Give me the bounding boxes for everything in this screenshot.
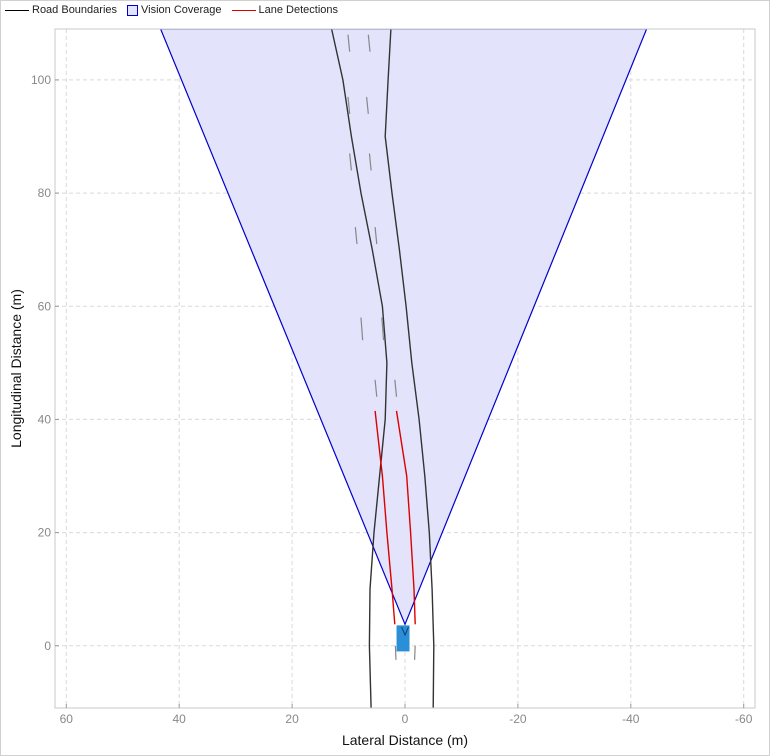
y-tick-label: 20 (38, 526, 52, 540)
lane-marking (413, 645, 416, 660)
x-axis-label: Lateral Distance (m) (342, 732, 468, 748)
lane-detection-line (395, 410, 416, 625)
vision-coverage-polygon (159, 29, 648, 626)
road-boundary-line (330, 29, 388, 708)
lane-marking (394, 645, 397, 660)
legend-item-lane-detections[interactable]: Lane Detections (231, 4, 339, 16)
legend-swatch-line (5, 9, 29, 11)
lane-marking (360, 317, 364, 341)
x-tick-label: -20 (509, 712, 527, 726)
x-tick-label: 20 (285, 712, 299, 726)
vision-coverage (159, 29, 648, 626)
x-axis-ticks: 60 40 20 0 -20 -40 -60 (60, 704, 753, 726)
x-tick-label: 40 (173, 712, 187, 726)
lane-markings (347, 34, 416, 660)
legend-label: Lane Detections (258, 4, 339, 16)
lane-marking (347, 96, 351, 114)
x-tick-label: -40 (622, 712, 640, 726)
legend-item-road-boundaries[interactable]: Road Boundaries (5, 4, 117, 16)
road-boundaries (330, 29, 435, 708)
lane-marking (367, 34, 371, 52)
lane-detections (374, 410, 416, 625)
legend: Road Boundaries Vision Coverage Lane Det… (5, 2, 348, 18)
legend-item-vision-coverage[interactable]: Vision Coverage (127, 4, 222, 16)
lane-marking (374, 226, 378, 245)
ego-vehicle (396, 625, 410, 652)
x-tick-label: 60 (60, 712, 74, 726)
lane-marking (354, 226, 358, 245)
lane-marking (394, 379, 398, 397)
legend-swatch-line (231, 9, 256, 11)
x-tick-label: -60 (735, 712, 753, 726)
y-tick-label: 80 (38, 186, 52, 200)
y-tick-label: 0 (44, 639, 51, 653)
lane-marking (366, 96, 369, 114)
road-boundary-line (384, 29, 435, 708)
legend-label: Road Boundaries (32, 4, 118, 16)
y-axis-ticks: 0 20 40 60 80 100 (31, 73, 59, 653)
y-tick-label: 60 (38, 299, 52, 313)
ego-vehicle-heading (401, 626, 409, 637)
y-tick-label: 100 (31, 73, 51, 87)
legend-swatch-patch (127, 4, 139, 16)
lane-marking (347, 34, 351, 52)
x-tick-label: 0 (402, 712, 409, 726)
lane-detection-line (374, 410, 396, 625)
lane-marking (349, 153, 352, 171)
y-tick-label: 40 (38, 412, 52, 426)
y-axis-label: Longitudinal Distance (m) (8, 289, 24, 448)
legend-label: Vision Coverage (141, 4, 222, 16)
lane-marking (368, 153, 372, 171)
lane-marking (381, 317, 385, 341)
lane-marking (374, 379, 378, 397)
